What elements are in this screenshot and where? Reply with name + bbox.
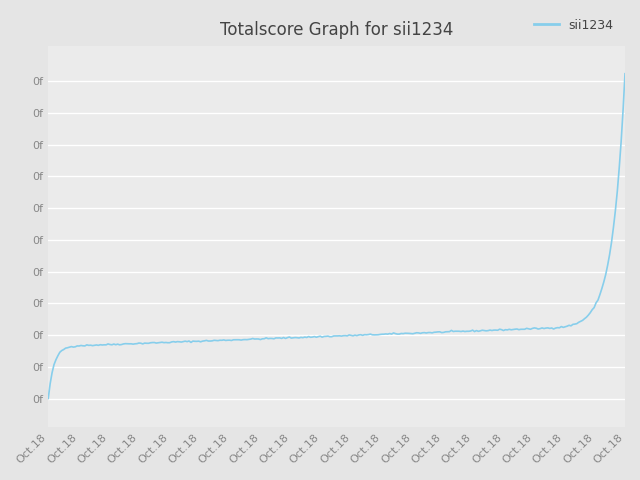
Title: Totalscore Graph for sii1234: Totalscore Graph for sii1234 [220, 21, 453, 38]
Legend: sii1234: sii1234 [529, 14, 619, 37]
